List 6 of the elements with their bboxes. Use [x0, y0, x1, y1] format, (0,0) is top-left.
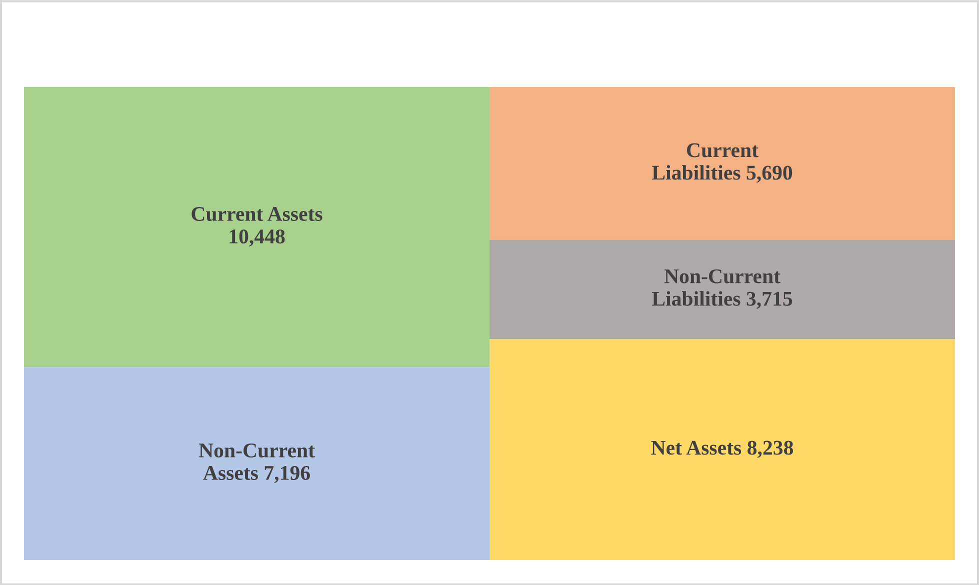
text: Current Liabilities 5,690: [652, 143, 792, 183]
data-label: 10,448: [230, 229, 285, 247]
text: Net Assets 8,238: [651, 440, 794, 458]
text: Non-Current Liabilities 3,715: [652, 269, 792, 309]
text: Non-Current Assets 7,196: [198, 444, 315, 484]
series-label: Current Assets: [192, 207, 322, 222]
